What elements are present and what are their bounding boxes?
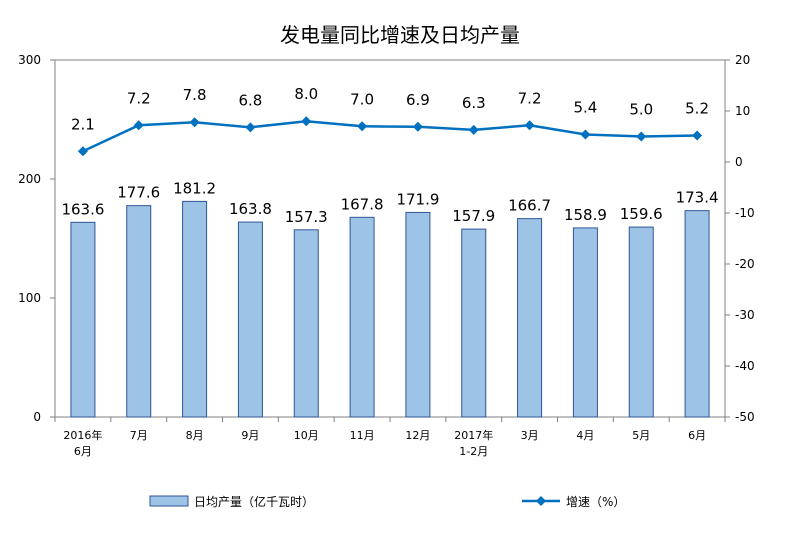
right-axis-tick-label: 10 <box>735 104 750 118</box>
line-point <box>77 146 88 157</box>
bar <box>182 200 208 418</box>
right-axis-tick-label: 20 <box>735 53 750 67</box>
plot-area <box>54 59 726 418</box>
x-axis-category-label: 9月 <box>241 429 259 442</box>
right-axis-tick-label: -50 <box>735 410 755 424</box>
bar <box>517 218 543 418</box>
x-axis-category-label: 5月 <box>632 429 650 442</box>
x-axis-category-label: 3月 <box>521 429 539 442</box>
line-point <box>245 122 256 133</box>
bar-data-label: 163.8 <box>229 200 272 218</box>
left-axis-tick-label: 100 <box>18 291 41 305</box>
bar-data-labels: 163.6 177.6 181.2 163.8 157.3 167.8 171.9 157.9… <box>61 179 718 225</box>
left-axis-tick-label: 200 <box>18 172 41 186</box>
x-axis-category-label: 12月 <box>405 429 430 442</box>
right-axis-tick-label: -10 <box>735 206 755 220</box>
right-axis-tick-label: -40 <box>735 359 755 373</box>
legend-line-marker <box>536 496 546 506</box>
bar-data-label: 163.6 <box>61 200 104 218</box>
line-point <box>301 116 312 127</box>
x-axis-category-label: 7月 <box>130 429 148 442</box>
line-point <box>636 131 647 142</box>
line-series <box>77 116 703 157</box>
line-data-label: 8.0 <box>294 85 318 103</box>
bar-series <box>70 200 710 418</box>
line-data-label: 2.1 <box>71 115 95 133</box>
line-data-label: 5.0 <box>629 101 653 119</box>
left-axis-tick-label: 300 <box>18 53 41 67</box>
line-data-label: 6.3 <box>462 94 486 112</box>
line-data-label: 7.2 <box>518 89 542 107</box>
line-data-label: 7.0 <box>350 90 374 108</box>
line-point <box>580 129 591 140</box>
growth-line <box>82 119 698 153</box>
x-axis-category-label: 6月 <box>74 445 92 458</box>
line-data-label: 7.2 <box>127 89 151 107</box>
bar <box>349 216 375 418</box>
plot-border <box>54 59 726 418</box>
legend-bar-label: 日均产量（亿千瓦时） <box>194 494 314 509</box>
x-axis-category-label: 6月 <box>688 429 706 442</box>
bar <box>572 227 598 418</box>
legend-line-label: 增速（%） <box>566 495 625 509</box>
line-data-label: 6.8 <box>238 91 262 109</box>
line-point <box>133 120 144 131</box>
bar <box>684 210 710 418</box>
bar <box>237 221 263 418</box>
x-axis-category-label: 2016年 <box>63 428 102 442</box>
line-point <box>189 117 200 128</box>
bar-data-label: 173.4 <box>676 189 719 207</box>
bar-data-label: 167.8 <box>341 195 384 213</box>
line-data-label: 7.8 <box>183 86 207 104</box>
left-axis: 0 100 200 300 <box>18 53 55 424</box>
bar-data-label: 159.6 <box>620 205 663 223</box>
line-point <box>692 130 703 141</box>
bar <box>126 205 152 418</box>
line-point <box>357 121 368 132</box>
right-axis: 20 10 0 -10 -20 -30 -40 -50 <box>725 53 755 424</box>
legend-bar-swatch <box>149 495 189 507</box>
line-data-label: 6.9 <box>406 91 430 109</box>
bar <box>70 221 96 418</box>
x-axis-category-label: 10月 <box>294 429 319 442</box>
left-axis-tick-label: 0 <box>33 410 41 424</box>
line-data-label: 5.2 <box>685 99 709 117</box>
bar-data-label: 158.9 <box>564 206 607 224</box>
x-axis-category-label: 8月 <box>186 429 204 442</box>
x-axis: 2016年 6月 7月 8月 9月 10月 11月 12月 2017年 1-2月 3月 4月 5月 6月 <box>54 417 726 458</box>
right-axis-tick-label: 0 <box>735 155 743 169</box>
line-point <box>468 124 479 135</box>
line-point <box>412 121 423 132</box>
right-axis-tick-label: -30 <box>735 308 755 322</box>
bar-data-label: 171.9 <box>396 190 439 208</box>
bar <box>405 211 431 418</box>
bar <box>461 228 487 418</box>
x-axis-category-label: 4月 <box>576 429 594 442</box>
line-point <box>524 120 535 131</box>
x-axis-category-label: 2017年 <box>454 428 493 442</box>
x-axis-category-label: 1-2月 <box>459 445 488 458</box>
bar-data-label: 181.2 <box>173 179 216 197</box>
bar-data-label: 177.6 <box>117 184 160 202</box>
bar-data-label: 157.3 <box>285 208 328 226</box>
bar <box>628 226 654 418</box>
bar-data-label: 157.9 <box>452 207 495 225</box>
line-data-labels: 2.1 7.2 7.8 6.8 8.0 7.0 6.9 6.3 7.2 5.4 5.0 5.2 <box>71 85 709 133</box>
chart-title: 发电量同比增速及日均产量 <box>280 23 520 47</box>
bar <box>293 229 319 418</box>
bar-data-label: 166.7 <box>508 197 551 215</box>
right-axis-tick-label: -20 <box>735 257 755 271</box>
line-data-label: 5.4 <box>573 98 597 116</box>
x-axis-category-label: 11月 <box>350 429 375 442</box>
legend: 日均产量（亿千瓦时） 增速（%） <box>149 494 625 509</box>
